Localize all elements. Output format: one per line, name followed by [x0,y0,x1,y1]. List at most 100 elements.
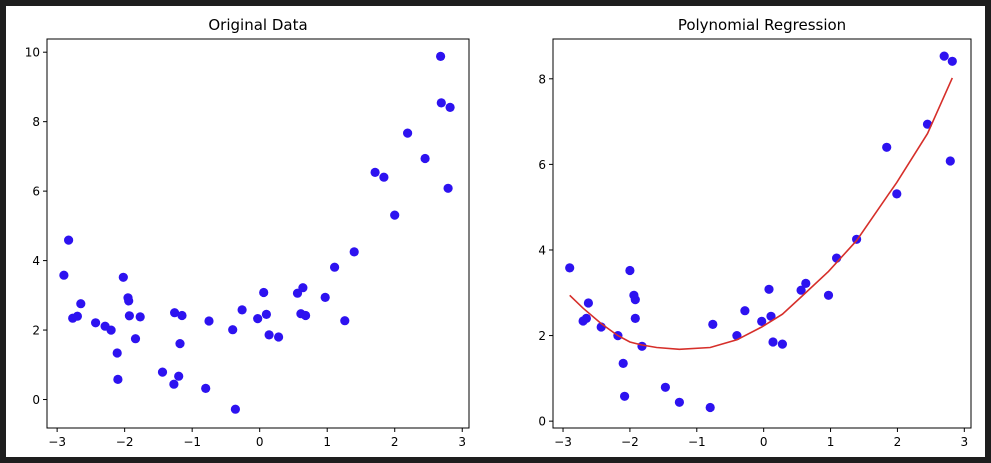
data-point [708,319,718,329]
chart-2: Polynomial Regression −3 −2 −1 0 1 2 3 0 2 4 6 8 [538,16,972,449]
chart-title: Polynomial Regression [678,16,846,34]
data-point [204,316,214,326]
regression-line [569,77,954,351]
data-point [443,183,453,193]
data-point [261,309,271,319]
x-tick-label: −1 [183,435,201,449]
x-tick-label: 3 [458,435,466,449]
y-tick-label: 6 [32,185,40,199]
axes-frame [46,38,470,429]
data-point [630,313,640,323]
data-point [583,298,594,308]
data-point [124,296,134,306]
y-tick-label: 2 [32,324,40,338]
data-point [157,367,168,377]
data-point [264,330,274,340]
data-point [130,334,141,344]
x-tick-label: 3 [960,435,968,449]
data-point [253,314,263,324]
data-point [436,51,446,62]
x-tick-label: −2 [116,435,134,449]
data-point [112,348,122,358]
data-point [118,272,128,282]
data-point [764,284,774,294]
data-point [403,128,413,138]
axes-frame [552,38,972,429]
data-point [705,402,715,413]
data-point [301,310,311,321]
data-point [740,306,750,316]
data-point [777,339,788,349]
data-point [945,156,955,166]
data-point [59,270,69,280]
x-tick-label: −3 [48,435,66,449]
data-point [618,358,628,368]
x-tick-label: −3 [554,435,572,449]
data-point [174,371,184,381]
data-point [259,287,269,298]
data-point [801,278,811,288]
data-point [939,51,949,61]
y-tick-label: 2 [538,329,546,343]
data-point [349,247,359,257]
data-point [274,332,284,342]
data-point [768,337,778,347]
data-point [113,374,123,384]
data-point [64,235,74,245]
data-point [72,311,82,321]
data-point [201,383,211,393]
data-point [320,292,330,302]
data-point [124,311,134,321]
data-point [170,308,180,318]
data-point [565,263,575,273]
y-tick-label: 8 [538,72,546,86]
y-tick-label: 6 [538,158,546,172]
data-point [796,285,806,295]
data-point [445,102,455,112]
x-tick-label: 1 [323,435,331,449]
chart-title: Original Data [208,16,307,34]
x-tick-label: 1 [827,435,835,449]
x-tick-label: −1 [688,435,706,449]
data-point [581,313,592,323]
data-point [135,312,145,322]
data-point [237,305,247,315]
data-point [947,56,957,66]
data-point [757,316,767,326]
data-point [177,310,187,321]
data-point [674,397,685,407]
data-point [175,339,185,349]
data-point [390,210,400,220]
data-point [370,167,380,177]
x-tick-label: 2 [391,435,399,449]
y-tick-label: 0 [538,415,546,429]
data-point [91,318,101,328]
data-point [76,299,86,309]
chart-1: Original Data −3 −2 −1 0 1 2 3 0 2 4 6 8 10 [25,16,470,449]
data-point [106,325,116,335]
data-point [892,189,902,199]
data-point [630,295,640,305]
x-tick-label: 2 [894,435,902,449]
data-point [882,142,892,152]
data-point [823,290,834,300]
x-tick-label: 0 [760,435,768,449]
data-point [330,262,340,272]
data-point [625,265,635,276]
data-point [298,283,308,293]
data-point [420,153,430,164]
data-point [228,325,238,335]
data-point [169,379,179,389]
y-tick-label: 8 [32,115,40,129]
y-tick-label: 4 [538,243,546,257]
data-point [230,404,240,414]
data-point [766,311,776,321]
data-point [620,391,630,401]
y-tick-label: 10 [25,46,40,60]
data-point [660,382,671,392]
figure: Original Data −3 −2 −1 0 1 2 3 0 2 4 6 8 10 Polynomial… [6,6,985,457]
y-tick-label: 4 [32,254,40,268]
x-tick-label: −2 [621,435,639,449]
y-tick-label: 0 [32,393,40,407]
x-tick-label: 0 [256,435,264,449]
